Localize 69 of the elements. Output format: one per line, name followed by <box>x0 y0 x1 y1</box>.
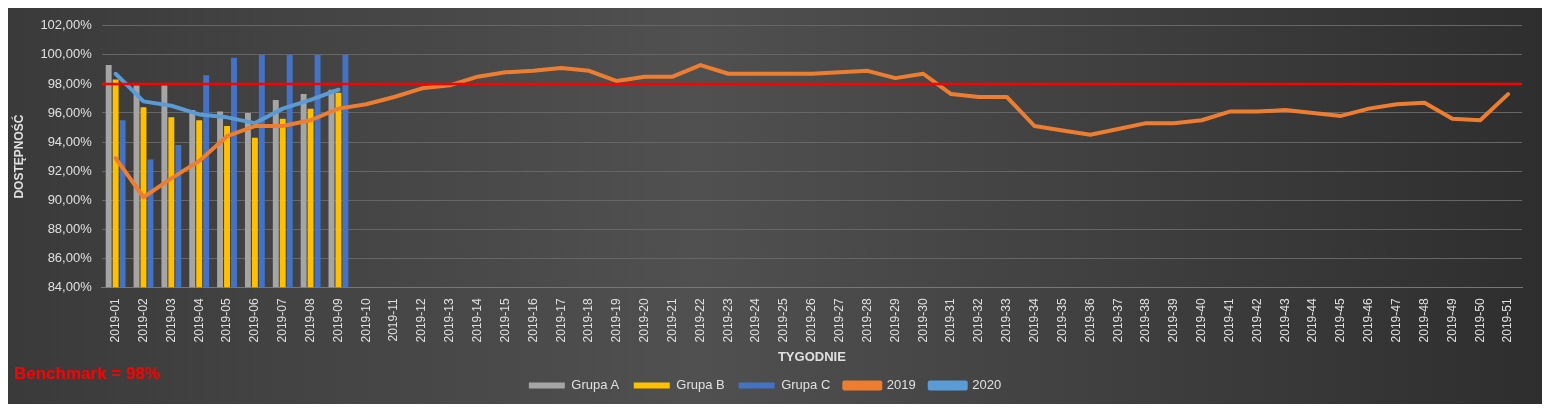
y-tick-label: 102,00% <box>40 17 93 33</box>
x-tick-label: 2019-50 <box>1472 298 1487 343</box>
x-axis-title: TYGODNIE <box>777 348 847 364</box>
x-tick-label: 2019-02 <box>135 298 150 343</box>
x-tick-label: 2019-06 <box>247 298 262 343</box>
x-tick-label: 2019-24 <box>748 298 763 343</box>
x-tick-label: 2019-43 <box>1277 298 1292 343</box>
x-tick-label: 2019-20 <box>637 298 652 343</box>
x-tick-label: 2019-13 <box>442 298 457 343</box>
x-tick-label: 2019-51 <box>1500 298 1515 343</box>
x-tick-label: 2019-07 <box>275 298 290 343</box>
x-tick-label: 2019-49 <box>1444 298 1459 343</box>
x-tick-label: 2019-05 <box>219 298 234 343</box>
x-tick-label: 2019-01 <box>107 298 122 343</box>
x-tick-label: 2019-26 <box>804 298 819 343</box>
x-tick-label: 2019-29 <box>887 298 902 343</box>
legend-label: Grupa A <box>571 377 620 393</box>
x-tick-label: 2019-08 <box>302 298 317 343</box>
y-tick-label: 96,00% <box>47 104 93 120</box>
x-tick-label: 2019-22 <box>692 298 707 343</box>
x-tick-label: 2019-15 <box>497 298 512 343</box>
y-tick-label: 88,00% <box>47 220 93 236</box>
x-tick-label: 2019-31 <box>943 298 958 343</box>
legend-label: 2020 <box>972 377 1002 393</box>
x-tick-label: 2019-48 <box>1416 298 1431 343</box>
x-tick-label: 2019-46 <box>1361 298 1376 343</box>
x-tick-label: 2019-21 <box>664 298 679 343</box>
legend-label: Grupa C <box>781 377 831 393</box>
x-tick-label: 2019-30 <box>915 298 930 343</box>
y-tick-label: 100,00% <box>40 46 93 62</box>
x-tick-label: 2019-39 <box>1166 298 1181 343</box>
x-tick-label: 2019-34 <box>1026 298 1041 343</box>
x-tick-label: 2019-47 <box>1388 298 1403 343</box>
legend-label: 2019 <box>886 377 916 393</box>
x-tick-label: 2019-33 <box>999 298 1014 343</box>
x-tick-label: 2019-09 <box>330 298 345 343</box>
y-tick-label: 94,00% <box>47 133 93 149</box>
x-tick-label: 2019-10 <box>358 298 373 343</box>
legend-label: Grupa B <box>676 377 725 393</box>
y-tick-label: 86,00% <box>47 249 93 265</box>
x-tick-label: 2019-38 <box>1138 298 1153 343</box>
x-tick-label: 2019-32 <box>971 298 986 343</box>
x-tick-label: 2019-35 <box>1054 298 1069 343</box>
x-tick-label: 2019-37 <box>1110 298 1125 343</box>
x-tick-label: 2019-16 <box>525 298 540 343</box>
x-tick-label: 2019-04 <box>191 298 206 343</box>
x-tick-label: 2019-17 <box>553 298 568 343</box>
x-tick-label: 2019-45 <box>1333 298 1348 343</box>
y-axis-title: DOSTĘPNOŚĆ <box>10 114 26 199</box>
x-tick-label: 2019-11 <box>386 298 401 342</box>
x-tick-label: 2019-12 <box>414 298 429 343</box>
x-tick-label: 2019-42 <box>1249 298 1264 343</box>
x-tick-label: 2019-44 <box>1305 298 1320 343</box>
y-tick-label: 84,00% <box>47 278 93 294</box>
x-tick-label: 2019-41 <box>1221 298 1236 343</box>
y-tick-label: 92,00% <box>47 162 93 178</box>
y-tick-label: 98,00% <box>47 75 93 91</box>
x-tick-label: 2019-03 <box>163 298 178 343</box>
x-tick-label: 2019-25 <box>776 298 791 343</box>
x-tick-label: 2019-36 <box>1082 298 1097 343</box>
x-tick-label: 2019-18 <box>581 298 596 343</box>
x-tick-label: 2019-19 <box>609 298 624 343</box>
x-tick-label: 2019-14 <box>469 298 484 343</box>
y-tick-label: 90,00% <box>47 191 93 207</box>
x-tick-label: 2019-40 <box>1194 298 1209 343</box>
x-tick-label: 2019-23 <box>720 298 735 343</box>
text: Benchmark = 98% <box>14 363 160 383</box>
x-tick-label: 2019-27 <box>832 298 847 343</box>
x-tick-label: 2019-28 <box>859 298 874 343</box>
